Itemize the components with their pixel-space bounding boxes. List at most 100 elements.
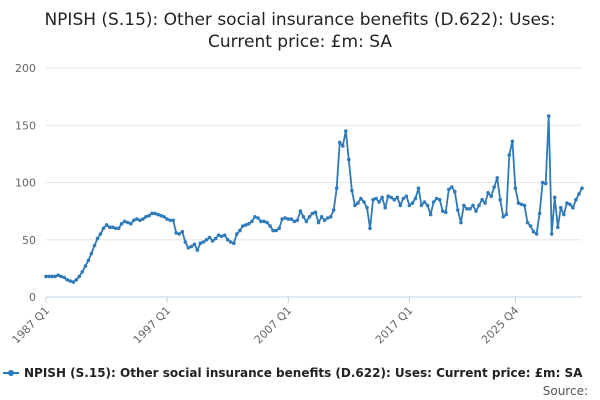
data-point	[480, 197, 484, 202]
data-point	[549, 232, 554, 236]
data-point	[422, 200, 427, 204]
data-point	[313, 210, 318, 215]
data-point	[147, 213, 151, 218]
data-point	[132, 218, 136, 223]
data-point	[80, 270, 85, 274]
data-point	[456, 208, 460, 212]
data-point	[571, 205, 575, 210]
data-point	[44, 274, 48, 279]
data-point	[450, 185, 454, 189]
data-point	[71, 280, 76, 284]
data-point	[129, 221, 133, 226]
data-point	[204, 238, 209, 242]
data-point	[113, 226, 118, 231]
y-axis: 0 50 100 150 200	[15, 62, 36, 304]
data-point	[277, 226, 282, 231]
data-point	[265, 220, 269, 225]
data-point	[501, 215, 506, 219]
data-point	[552, 195, 557, 200]
data-point	[471, 203, 475, 208]
data-point	[462, 203, 466, 208]
data-point	[89, 251, 94, 256]
data-point	[386, 194, 391, 198]
data-point	[189, 244, 194, 249]
data-point	[83, 264, 88, 268]
data-point	[337, 140, 342, 145]
data-point	[225, 238, 230, 242]
data-point	[62, 275, 66, 280]
data-point	[543, 181, 548, 186]
data-point	[577, 192, 581, 196]
data-point	[95, 236, 100, 241]
data-point	[537, 211, 542, 216]
data-point	[216, 233, 221, 237]
data-point	[92, 243, 97, 248]
data-point	[307, 215, 312, 219]
data-point	[383, 205, 388, 210]
data-point	[428, 212, 433, 217]
y-tick-label: 0	[29, 291, 36, 304]
data-point	[437, 197, 442, 202]
data-point	[256, 216, 260, 220]
data-point	[431, 200, 436, 204]
data-point	[534, 232, 539, 236]
data-point	[377, 200, 381, 204]
data-point	[392, 197, 397, 202]
data-point	[365, 205, 369, 210]
data-point	[168, 218, 172, 223]
data-point	[419, 203, 424, 208]
data-point	[59, 274, 63, 279]
data-point	[510, 139, 515, 144]
data-point	[416, 186, 421, 190]
data-point	[274, 228, 278, 233]
data-point	[316, 220, 321, 225]
data-point	[116, 226, 121, 231]
data-point	[241, 224, 245, 228]
data-point	[219, 234, 224, 239]
data-point	[559, 205, 563, 210]
data-point	[434, 196, 439, 201]
data-point	[519, 202, 524, 207]
data-point	[153, 211, 157, 216]
data-point	[292, 219, 297, 224]
legend[interactable]: NPISH (S.15): Other social insurance ben…	[3, 366, 583, 380]
data-point	[195, 248, 200, 252]
data-point	[210, 239, 215, 243]
data-point	[328, 215, 333, 219]
chart-title-line-1: NPISH (S.15): Other social insurance ben…	[44, 10, 555, 30]
data-point	[413, 196, 418, 201]
data-point	[253, 215, 257, 219]
data-point	[198, 241, 203, 245]
data-point	[498, 197, 503, 202]
data-point	[289, 217, 294, 221]
y-tick-label: 150	[15, 119, 36, 132]
data-point	[144, 215, 148, 219]
data-point	[513, 186, 518, 190]
data-point	[213, 236, 218, 241]
data-point	[319, 215, 324, 219]
data-point	[522, 203, 527, 208]
legend-label: NPISH (S.15): Other social insurance ben…	[24, 366, 583, 380]
x-axis: 1987 Q1 1997 Q1 2007 Q1 2017 Q1 2025 Q4	[10, 296, 582, 347]
data-point	[298, 209, 303, 213]
legend-swatch-dot	[8, 370, 14, 376]
data-point	[107, 225, 112, 229]
data-point	[162, 215, 166, 219]
data-point	[286, 217, 291, 221]
data-point	[525, 220, 530, 225]
data-point	[331, 208, 336, 212]
data-point	[507, 153, 512, 157]
data-point	[395, 195, 400, 200]
data-point	[244, 223, 248, 227]
x-tick-label: 2017 Q1	[373, 304, 416, 347]
data-point	[180, 229, 185, 234]
data-point	[295, 218, 300, 223]
data-point	[104, 223, 109, 227]
data-point	[301, 215, 306, 219]
data-point	[53, 274, 57, 279]
data-point	[447, 187, 451, 192]
data-point	[492, 185, 497, 189]
data-point	[344, 129, 348, 133]
data-point	[580, 186, 584, 190]
data-point	[186, 246, 191, 250]
